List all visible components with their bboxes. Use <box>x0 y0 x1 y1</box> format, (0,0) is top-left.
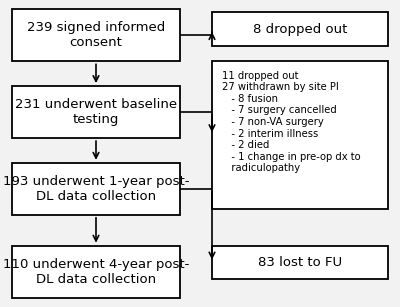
Text: 110 underwent 4-year post-
DL data collection: 110 underwent 4-year post- DL data colle… <box>3 258 189 286</box>
Text: 11 dropped out
27 withdrawn by site PI
   - 8 fusion
   - 7 surgery cancelled
  : 11 dropped out 27 withdrawn by site PI -… <box>222 71 361 173</box>
FancyBboxPatch shape <box>212 61 388 209</box>
Text: 83 lost to FU: 83 lost to FU <box>258 256 342 269</box>
Text: 239 signed informed
consent: 239 signed informed consent <box>27 21 165 49</box>
Text: 8 dropped out: 8 dropped out <box>253 23 347 36</box>
FancyBboxPatch shape <box>12 246 180 298</box>
FancyBboxPatch shape <box>212 246 388 279</box>
FancyBboxPatch shape <box>12 163 180 215</box>
Text: 193 underwent 1-year post-
DL data collection: 193 underwent 1-year post- DL data colle… <box>3 175 189 203</box>
FancyBboxPatch shape <box>12 9 180 61</box>
FancyBboxPatch shape <box>212 12 388 46</box>
FancyBboxPatch shape <box>12 86 180 138</box>
Text: 231 underwent baseline
testing: 231 underwent baseline testing <box>15 98 177 126</box>
